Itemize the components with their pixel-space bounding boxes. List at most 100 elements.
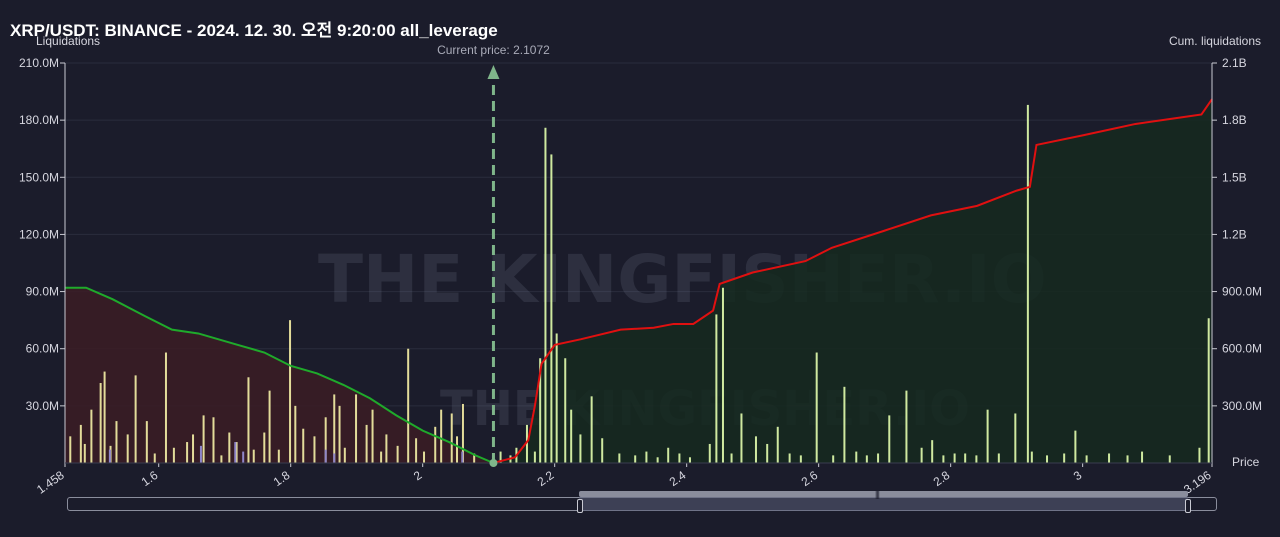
liquidation-bar — [192, 434, 195, 463]
liquidation-bar — [1014, 413, 1017, 463]
range-end-handle[interactable] — [1185, 499, 1191, 513]
liquidation-bar — [145, 421, 148, 463]
left-axis-label: Liquidations — [36, 34, 101, 48]
liquidation-bar — [83, 443, 86, 463]
liquidation-bar — [740, 413, 743, 463]
liquidation-bar — [953, 453, 956, 463]
liquidation-bar — [252, 449, 255, 463]
liquidation-bar — [333, 453, 336, 463]
liquidation-bar — [212, 417, 215, 463]
liquidation-bar — [371, 409, 374, 463]
y2-tick-label: 300.0M — [1222, 399, 1262, 413]
liquidation-bar — [843, 386, 846, 463]
y-tick-label: 210.0M — [19, 56, 59, 70]
liquidation-bar — [1198, 447, 1201, 463]
liquidation-bar — [539, 358, 542, 463]
liquidation-bar — [1063, 453, 1066, 463]
grip-icon: ||| — [875, 489, 880, 499]
liquidation-bar — [1126, 455, 1129, 463]
liquidation-bar — [564, 358, 567, 463]
y-tick-label: 30.0M — [26, 399, 59, 413]
liquidation-bar — [942, 455, 945, 463]
x-tick-label: 3 — [1071, 468, 1085, 483]
liquidation-bar — [754, 436, 757, 463]
liquidation-bar — [888, 415, 891, 463]
liquidation-bar — [90, 409, 93, 463]
liquidation-bar — [533, 451, 536, 463]
liquidation-bar — [1074, 430, 1077, 463]
liquidation-bar — [263, 432, 266, 463]
y2-tick-label: 2.1B — [1222, 56, 1247, 70]
liquidation-bar — [294, 405, 297, 463]
range-window-fill — [579, 497, 1188, 511]
liquidation-bar — [456, 436, 459, 463]
liquidation-bar — [1108, 453, 1111, 463]
x-tick-label: 1.458 — [34, 468, 67, 497]
liquidation-bar — [324, 449, 327, 463]
y2-tick-label: 1.5B — [1222, 170, 1247, 184]
liquidation-bar — [579, 434, 582, 463]
liquidation-bar — [1141, 451, 1144, 463]
liquidation-bar — [1026, 104, 1029, 464]
liquidation-bar — [228, 432, 231, 463]
liquidation-bar — [815, 352, 818, 463]
liquidation-bar — [333, 394, 336, 463]
liquidation-bar — [920, 447, 923, 463]
long-cum-area — [65, 287, 494, 463]
liquidation-bar — [220, 455, 223, 463]
liquidation-bar — [667, 447, 670, 463]
liquidation-bar — [103, 371, 106, 463]
liquidation-bar — [134, 375, 137, 463]
liquidation-bar — [555, 333, 558, 463]
range-drag-bar[interactable] — [579, 491, 1188, 497]
liquidation-bar — [715, 314, 718, 463]
liquidation-bar — [525, 424, 528, 463]
right-axis-label: Cum. liquidations — [1168, 34, 1261, 48]
liquidation-bar — [688, 457, 691, 463]
current-price-dot — [489, 459, 498, 467]
liquidation-bar — [434, 426, 437, 463]
x-tick-label: 2.8 — [931, 468, 953, 489]
liquidation-bar — [69, 436, 72, 463]
liquidation-bar — [776, 426, 779, 463]
liquidation-bar — [905, 390, 908, 463]
liquidation-bar — [415, 438, 418, 463]
liquidation-bar — [423, 451, 426, 463]
liquidation-bar — [355, 394, 358, 463]
liquidation-bar — [79, 424, 82, 463]
range-window[interactable]: ||| — [579, 489, 1188, 513]
x-tick-label: 2.4 — [667, 468, 689, 489]
current-price-arrow-icon — [487, 65, 500, 79]
liquidation-bar — [202, 415, 205, 463]
liquidation-bar — [788, 453, 791, 463]
liquidation-bar — [975, 455, 978, 463]
y2-tick-label: 1.2B — [1222, 227, 1247, 241]
liquidation-bar — [601, 438, 604, 463]
x-tick-label: 2 — [411, 468, 425, 483]
liquidation-bar — [550, 154, 553, 463]
chart-title: XRP/USDT: BINANCE - 2024. 12. 30. 오전 9:2… — [10, 21, 498, 40]
liquidation-bar — [865, 455, 868, 463]
liquidation-bar — [242, 451, 245, 463]
x-tick-label: 2.6 — [799, 468, 821, 489]
liquidation-bar — [634, 455, 637, 463]
liquidation-bar — [324, 417, 327, 463]
liquidation-bar — [153, 453, 156, 463]
liquidation-bar — [618, 453, 621, 463]
range-start-handle[interactable] — [577, 499, 583, 513]
liquidation-bar — [1207, 318, 1210, 463]
liquidation-bar — [832, 455, 835, 463]
liquidation-bar — [338, 405, 341, 463]
liquidation-bar — [645, 451, 648, 463]
liquidation-bar — [721, 287, 724, 463]
liquidation-bar — [343, 447, 346, 463]
liquidation-bar — [302, 428, 305, 463]
liquidation-bar — [997, 453, 1000, 463]
liquidation-bar — [380, 451, 383, 463]
liquidation-bar — [115, 421, 118, 463]
liquidation-bar — [365, 424, 368, 463]
liquidation-bar — [964, 453, 967, 463]
x-tick-label: 1.8 — [271, 468, 293, 489]
liquidation-bar — [289, 320, 292, 463]
short-cum-area — [493, 99, 1212, 463]
